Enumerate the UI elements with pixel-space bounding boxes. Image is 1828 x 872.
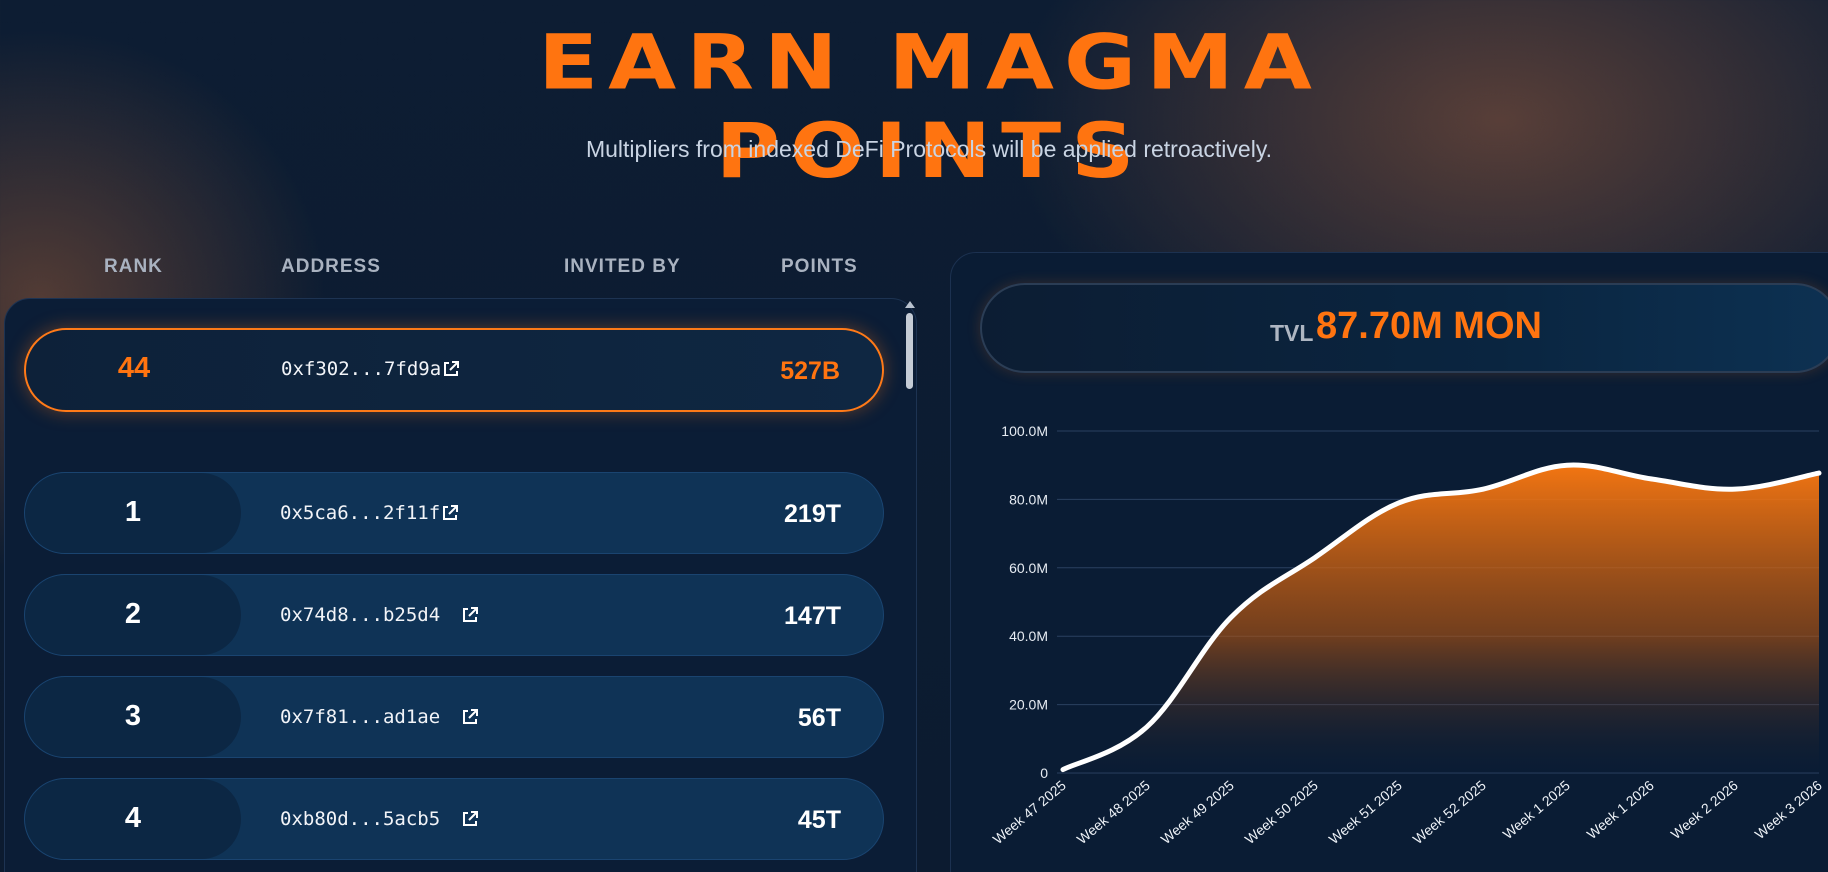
row-points: 45T <box>797 806 841 834</box>
y-tick-label: 20.0M <box>1009 697 1048 713</box>
rank-pill <box>25 473 241 553</box>
row-rank: 4 <box>124 802 142 834</box>
column-header-points: POINTS <box>781 256 858 277</box>
x-tick-label: Week 51 2025 <box>1326 777 1405 847</box>
rank-pill <box>25 779 241 859</box>
rank-pill <box>25 677 241 757</box>
tvl-line <box>1060 462 1822 773</box>
column-header-rank: RANK <box>104 256 163 277</box>
page-subtitle: Multipliers from indexed DeFi Protocols … <box>585 136 1272 162</box>
scroll-up-arrow[interactable] <box>905 301 915 308</box>
rank-pill <box>25 575 241 655</box>
tvl-area <box>1063 464 1819 773</box>
column-header-address: ADDRESS <box>281 256 381 277</box>
y-axis: 0 20.0M 40.0M 60.0M 80.0M 100.0M <box>1001 423 1048 781</box>
row-points: 147T <box>784 602 841 630</box>
leaderboard-row: 3 0x7f81...ad1ae 56T <box>24 676 884 758</box>
row-address[interactable]: 0x5ca6...2f11f <box>280 502 441 524</box>
row-rank: 1 <box>124 496 142 528</box>
row-rank: 3 <box>124 700 142 732</box>
x-tick-label: Week 1 2026 <box>1584 777 1657 842</box>
x-tick-label: Week 50 2025 <box>1242 777 1321 847</box>
row-address[interactable]: 0x74d8...b25d4 <box>280 604 441 626</box>
external-link-icon[interactable] <box>460 809 480 829</box>
external-link-icon[interactable] <box>460 707 480 727</box>
x-tick-label: Week 2 2026 <box>1668 777 1741 842</box>
x-tick-label: Week 3 2026 <box>1752 777 1825 842</box>
external-link-icon[interactable] <box>441 359 461 379</box>
page-title: EARN MAGMA POINTS <box>538 18 1322 196</box>
row-points: 219T <box>784 500 841 528</box>
tvl-value: 87.70M MON <box>1316 305 1542 347</box>
y-tick-label: 100.0M <box>1001 423 1048 439</box>
row-address[interactable]: 0x7f81...ad1ae <box>280 706 441 728</box>
scrollbar-thumb[interactable] <box>906 313 913 389</box>
row-points: 56T <box>797 704 841 732</box>
x-tick-label: Week 52 2025 <box>1410 777 1489 847</box>
x-axis: Week 47 2025 Week 48 2025 Week 49 2025 Week… <box>990 777 1825 847</box>
leaderboard-row: 4 0xb80d...5acb5 45T <box>24 778 884 860</box>
external-link-icon[interactable] <box>460 605 480 625</box>
y-tick-label: 80.0M <box>1009 491 1048 507</box>
leaderboard-row: 1 0x5ca6...2f11f 219T <box>24 472 884 554</box>
current-user-row: 44 0xf302...7fd9a 527B <box>24 328 884 412</box>
row-rank: 2 <box>124 598 142 630</box>
y-tick-label: 60.0M <box>1009 560 1048 576</box>
x-tick-label: Week 1 2025 <box>1500 777 1573 842</box>
current-user-rank: 44 <box>117 352 151 384</box>
y-tick-label: 40.0M <box>1009 628 1048 644</box>
x-tick-label: Week 48 2025 <box>1074 777 1153 847</box>
leaderboard-row: 2 0x74d8...b25d4 147T <box>24 574 884 656</box>
current-user-address[interactable]: 0xf302...7fd9a <box>281 358 442 380</box>
row-address[interactable]: 0xb80d...5acb5 <box>280 808 441 830</box>
x-tick-label: Week 47 2025 <box>990 777 1069 847</box>
y-tick-label: 0 <box>1040 765 1048 781</box>
column-header-invited-by: INVITED BY <box>564 256 681 277</box>
x-tick-label: Week 49 2025 <box>1158 777 1237 847</box>
tvl-label: TVL <box>1270 320 1314 346</box>
external-link-icon[interactable] <box>440 503 460 523</box>
tvl-pill <box>980 283 1828 373</box>
current-user-points: 527B <box>780 357 840 385</box>
tvl-chart: 0 20.0M 40.0M 60.0M 80.0M 100.0M Week 47 2025… <box>990 423 1825 847</box>
